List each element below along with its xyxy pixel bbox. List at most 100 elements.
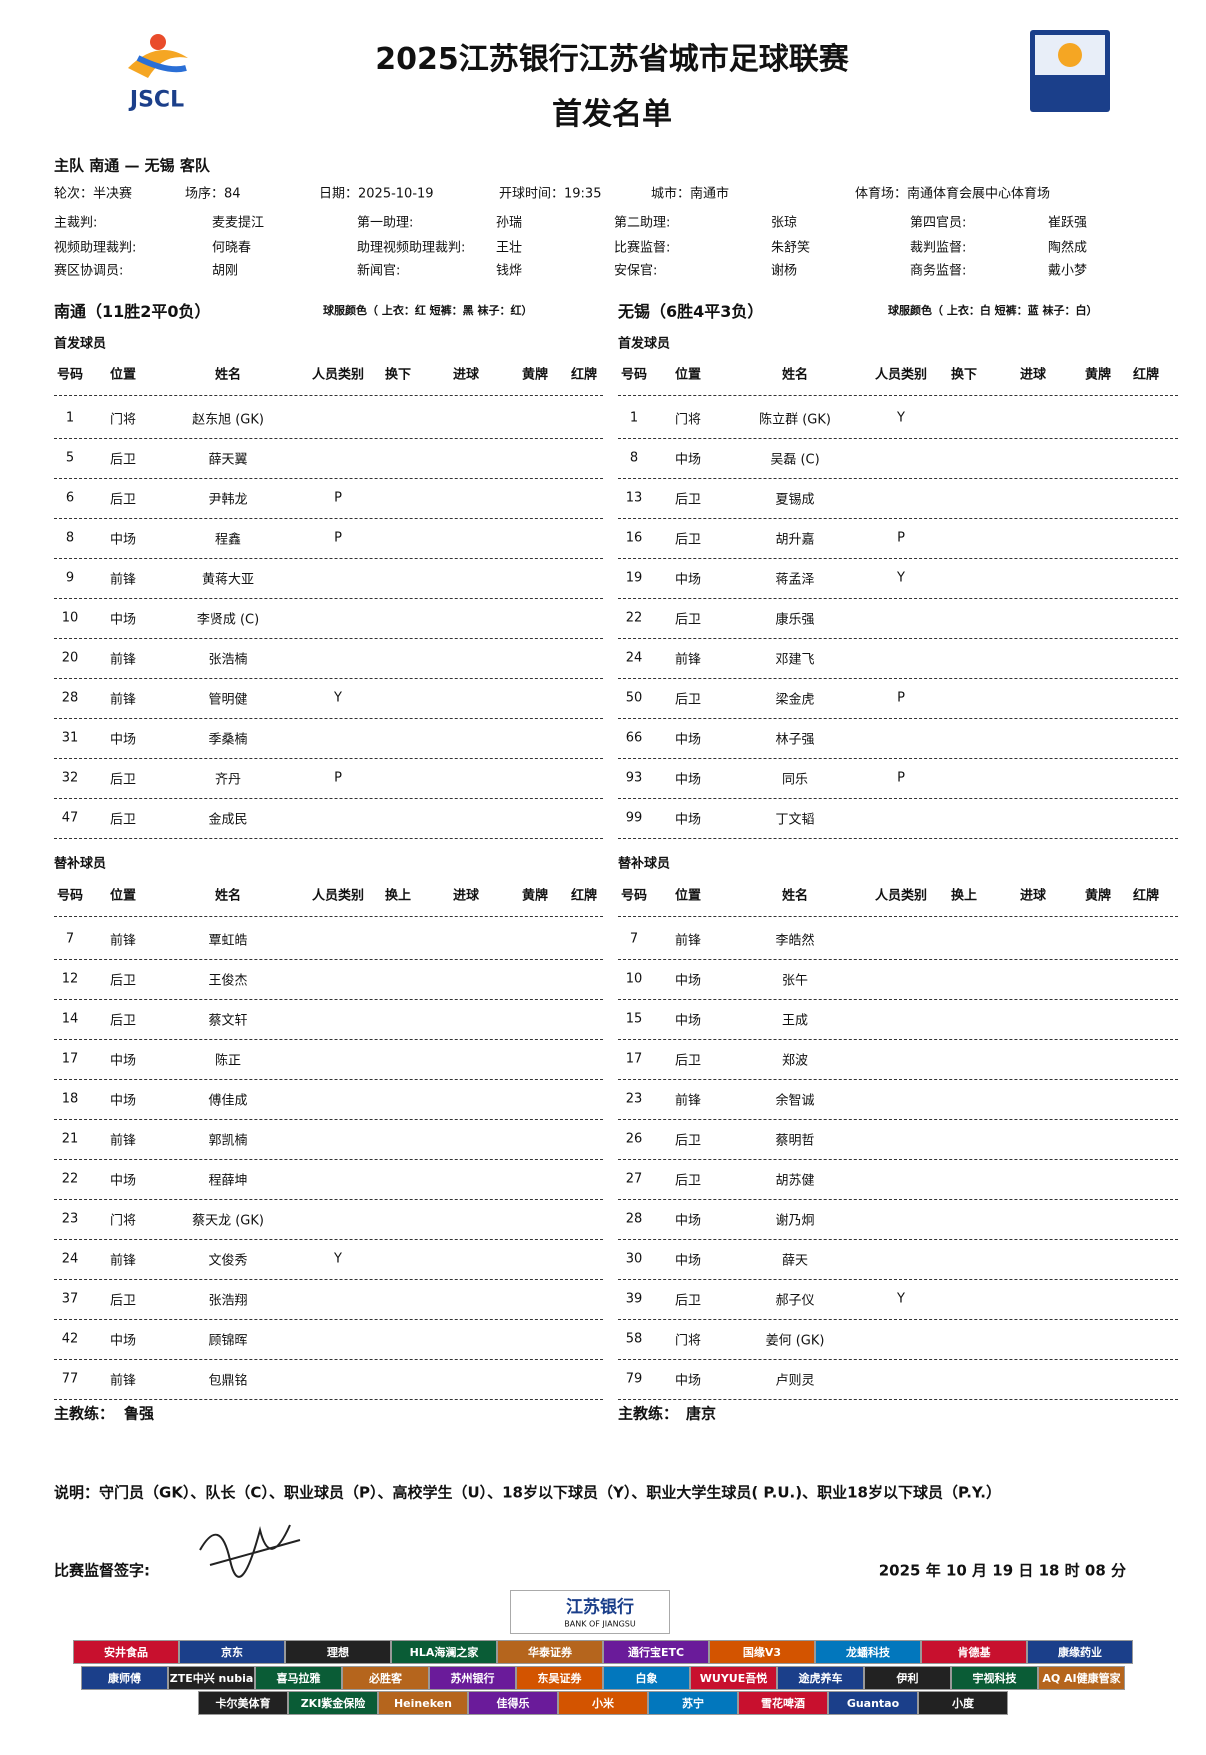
player-position: 后卫 xyxy=(674,612,702,628)
sponsor-logo: 卡尔美体育 xyxy=(198,1691,288,1715)
row-divider xyxy=(54,395,603,396)
player-number: 24 xyxy=(625,650,643,666)
official-role: 比赛监督: xyxy=(614,240,671,256)
player-number: 6 xyxy=(65,490,75,506)
player-position: 前锋 xyxy=(109,1253,137,1269)
row-divider xyxy=(54,638,603,639)
official-role: 助理视频助理裁判: xyxy=(357,240,466,256)
player-number: 10 xyxy=(61,610,79,626)
column-header: 黄牌 xyxy=(521,367,549,383)
player-number: 21 xyxy=(61,1131,79,1147)
player-position: 中场 xyxy=(674,732,702,748)
column-header: 姓名 xyxy=(214,888,242,904)
player-number: 37 xyxy=(61,1291,79,1307)
official-role: 视频助理裁判: xyxy=(54,240,137,256)
player-position: 中场 xyxy=(674,1213,702,1229)
column-header: 换上 xyxy=(950,888,978,904)
player-number: 5 xyxy=(65,450,75,466)
player-name: 陈正 xyxy=(214,1053,242,1069)
player-name: 季桑楠 xyxy=(208,732,248,748)
row-divider xyxy=(618,1079,1178,1080)
player-number: 23 xyxy=(625,1091,643,1107)
row-divider xyxy=(54,518,603,519)
player-number: 7 xyxy=(65,931,75,947)
player-position: 中场 xyxy=(674,1013,702,1029)
row-divider xyxy=(618,959,1178,960)
player-number: 18 xyxy=(61,1091,79,1107)
column-header: 换上 xyxy=(384,888,412,904)
sponsor-logo: ZTE中兴 nubia xyxy=(168,1666,255,1690)
row-divider xyxy=(618,916,1178,917)
row-divider xyxy=(618,1239,1178,1240)
row-divider xyxy=(618,1159,1178,1160)
player-name: 李贤成 (C) xyxy=(196,612,260,628)
player-number: 23 xyxy=(61,1211,79,1227)
player-category: Y xyxy=(334,690,342,706)
match-info: 轮次：半决赛 xyxy=(54,186,133,202)
player-position: 前锋 xyxy=(109,1133,137,1149)
row-divider xyxy=(54,558,603,559)
row-divider xyxy=(618,838,1178,839)
row-divider xyxy=(618,678,1178,679)
row-divider xyxy=(54,1359,603,1360)
column-header: 位置 xyxy=(109,888,137,904)
official-name: 胡刚 xyxy=(212,263,239,279)
player-position: 门将 xyxy=(109,1213,137,1229)
sponsor-badge xyxy=(1030,30,1110,112)
player-number: 16 xyxy=(625,530,643,546)
column-header: 人员类别 xyxy=(311,367,365,383)
sponsor-logo: 通行宝ETC xyxy=(603,1640,709,1664)
official-name: 朱舒笑 xyxy=(771,240,811,256)
player-name: 丁文韬 xyxy=(775,812,815,828)
player-number: 77 xyxy=(61,1371,79,1387)
row-divider xyxy=(618,999,1178,1000)
official-role: 第二助理: xyxy=(614,215,671,231)
player-position: 前锋 xyxy=(109,692,137,708)
player-name: 林子强 xyxy=(775,732,815,748)
player-name: 傅佳成 xyxy=(208,1093,248,1109)
row-divider xyxy=(618,438,1178,439)
player-name: 薛天 xyxy=(781,1253,809,1269)
main-sponsor-box xyxy=(510,1590,670,1634)
signature-label: 比赛监督签字: xyxy=(54,1561,150,1580)
official-name: 陶然成 xyxy=(1048,240,1088,256)
player-position: 后卫 xyxy=(674,1293,702,1309)
player-category: P xyxy=(897,770,905,786)
player-position: 中场 xyxy=(109,1173,137,1189)
player-name: 程鑫 xyxy=(214,532,242,548)
player-name: 郑波 xyxy=(781,1053,809,1069)
column-header: 人员类别 xyxy=(874,888,928,904)
sponsor-logo: 东吴证券 xyxy=(516,1666,603,1690)
player-number: 26 xyxy=(625,1131,643,1147)
player-position: 后卫 xyxy=(674,532,702,548)
player-number: 27 xyxy=(625,1171,643,1187)
player-name: 齐丹 xyxy=(214,772,242,788)
row-divider xyxy=(618,395,1178,396)
column-header: 号码 xyxy=(56,888,84,904)
column-header: 姓名 xyxy=(781,888,809,904)
team-record: 无锡（6胜4平3负） xyxy=(618,302,764,321)
sponsor-logo: 安井食品 xyxy=(73,1640,179,1664)
team-record: 南通（11胜2平0负） xyxy=(54,302,211,321)
column-header: 黄牌 xyxy=(1084,888,1112,904)
column-header: 进球 xyxy=(1019,367,1047,383)
timestamp: 2025 年 10 月 19 日 18 时 08 分 xyxy=(878,1561,1126,1580)
row-divider xyxy=(54,838,603,839)
sponsor-logo: 龙蟠科技 xyxy=(815,1640,921,1664)
column-header: 进球 xyxy=(1019,888,1047,904)
player-name: 夏锡成 xyxy=(775,492,815,508)
player-number: 14 xyxy=(61,1011,79,1027)
league-logo-art xyxy=(128,34,188,78)
player-name: 郭凯楠 xyxy=(208,1133,248,1149)
official-role: 第一助理: xyxy=(357,215,414,231)
player-name: 李皓然 xyxy=(775,933,815,949)
player-category: P xyxy=(334,530,342,546)
player-position: 门将 xyxy=(674,1333,702,1349)
row-divider xyxy=(618,598,1178,599)
player-name: 郝子仪 xyxy=(775,1293,815,1309)
player-number: 15 xyxy=(625,1011,643,1027)
sponsor-logo: AQ AI健康管家 xyxy=(1038,1666,1125,1690)
player-number: 39 xyxy=(625,1291,643,1307)
row-divider xyxy=(54,1399,603,1400)
row-divider xyxy=(618,718,1178,719)
